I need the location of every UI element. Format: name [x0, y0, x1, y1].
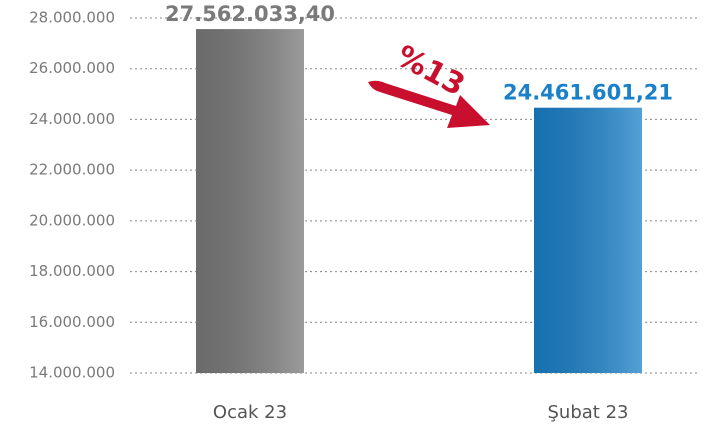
y-tick-label: 16.000.000 — [29, 313, 115, 331]
y-tick-label: 14.000.000 — [29, 364, 115, 382]
x-tick-label: Ocak 23 — [213, 402, 287, 423]
trend-arrow — [368, 80, 490, 128]
bar-sheen — [534, 107, 642, 373]
x-tick-label: Şubat 23 — [548, 402, 629, 423]
value-label: 24.461.601,21 — [503, 81, 673, 105]
y-tick-label: 18.000.000 — [29, 262, 115, 280]
bar-sheen — [196, 29, 304, 373]
y-tick-label: 24.000.000 — [29, 110, 115, 128]
y-tick-label: 20.000.000 — [29, 211, 115, 229]
y-tick-label: 28.000.000 — [29, 9, 115, 27]
value-label: 27.562.033,40 — [165, 2, 335, 26]
arrow-shape — [368, 80, 490, 128]
y-tick-label: 26.000.000 — [29, 59, 115, 77]
y-tick-label: 22.000.000 — [29, 161, 115, 179]
